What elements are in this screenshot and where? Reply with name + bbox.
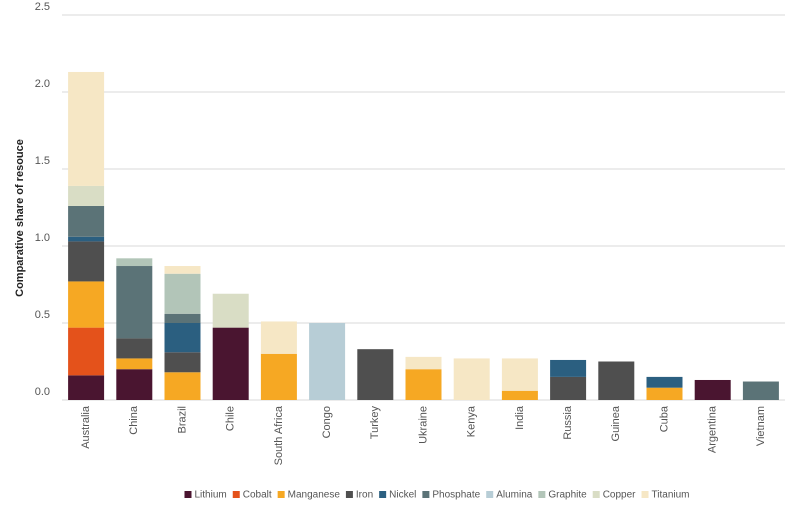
- x-tick-label: Chile: [225, 406, 237, 431]
- x-tick-label: China: [128, 405, 140, 435]
- bar-segment: [164, 313, 201, 323]
- bar-segment: [68, 241, 105, 282]
- legend-label: Titanium: [652, 490, 690, 501]
- bar-segment: [405, 369, 442, 400]
- x-tick-label: Russia: [562, 405, 574, 440]
- x-tick-label: Turkey: [369, 406, 381, 440]
- x-tick-label: Congo: [321, 406, 333, 438]
- legend-label: Copper: [603, 490, 636, 501]
- bar-segment: [646, 387, 683, 400]
- y-tick-label: 0.5: [35, 309, 50, 321]
- bar-segment: [550, 359, 587, 377]
- bar-segment: [68, 281, 105, 328]
- legend-swatch: [538, 491, 546, 498]
- bar-segment: [742, 381, 779, 400]
- bar-segment: [164, 266, 201, 274]
- x-tick-label: India: [514, 405, 526, 430]
- legend-label: Phosphate: [432, 490, 480, 501]
- legend-swatch: [592, 491, 600, 498]
- y-tick-label: 1.5: [35, 155, 50, 167]
- bar-segment: [260, 353, 297, 400]
- bar-segment: [550, 376, 587, 400]
- x-tick-label: Cuba: [658, 405, 670, 432]
- bar-segment: [68, 71, 105, 186]
- legend-label: Lithium: [194, 490, 226, 501]
- bar-segment: [68, 327, 105, 376]
- y-tick-label: 1.0: [35, 232, 50, 244]
- legend-swatch: [232, 491, 240, 498]
- bar-segment: [164, 352, 201, 373]
- bar-segment: [646, 376, 683, 388]
- legend-swatch: [486, 491, 494, 498]
- legend-swatch: [379, 491, 387, 498]
- bar-segment: [116, 258, 153, 267]
- x-tick-label: Australia: [80, 405, 92, 449]
- bar-segment: [116, 338, 153, 359]
- legend-swatch: [184, 491, 192, 498]
- bar-segment: [357, 349, 394, 400]
- bar-segment: [116, 369, 153, 400]
- bar-segment: [68, 236, 105, 242]
- bar-segment: [164, 273, 201, 314]
- bar-segment: [116, 266, 153, 339]
- bar-segment: [453, 358, 490, 400]
- legend-swatch: [277, 491, 285, 498]
- bar-segment: [164, 372, 201, 400]
- legend-label: Nickel: [389, 490, 416, 501]
- bar-segment: [212, 327, 249, 400]
- bar-segment: [68, 375, 105, 400]
- x-tick-label: Kenya: [466, 405, 478, 437]
- bar-segment: [164, 323, 201, 353]
- legend-swatch: [422, 491, 430, 498]
- x-tick-label: South Africa: [273, 405, 285, 465]
- x-tick-label: Vietnam: [755, 406, 767, 446]
- bar-segment: [260, 321, 297, 354]
- legend-label: Graphite: [548, 490, 587, 501]
- legend-label: Iron: [356, 490, 373, 501]
- legend-swatch: [345, 491, 353, 498]
- bar-segment: [68, 205, 105, 237]
- bar-segment: [68, 185, 105, 206]
- x-tick-label: Argentina: [707, 405, 719, 453]
- bar-segment: [694, 379, 731, 400]
- legend-label: Cobalt: [243, 490, 272, 501]
- y-axis-label: Comparative share of resouce: [14, 139, 26, 297]
- x-tick-label: Guinea: [610, 405, 622, 441]
- y-tick-label: 0.0: [35, 386, 50, 398]
- bar-segment: [116, 358, 153, 370]
- bar-segment: [598, 361, 635, 400]
- bar-segment: [405, 356, 442, 370]
- x-tick-label: Ukraine: [417, 406, 429, 444]
- bar-segment: [212, 293, 249, 328]
- bar-segment: [501, 390, 538, 400]
- bar-segment: [501, 358, 538, 391]
- legend-swatch: [641, 491, 649, 498]
- bar-segment: [309, 323, 346, 400]
- legend-label: Alumina: [496, 490, 533, 501]
- legend-label: Manganese: [288, 490, 341, 501]
- y-tick-label: 2.0: [35, 78, 50, 90]
- y-tick-label: 2.5: [35, 1, 50, 13]
- x-tick-label: Brazil: [176, 406, 188, 434]
